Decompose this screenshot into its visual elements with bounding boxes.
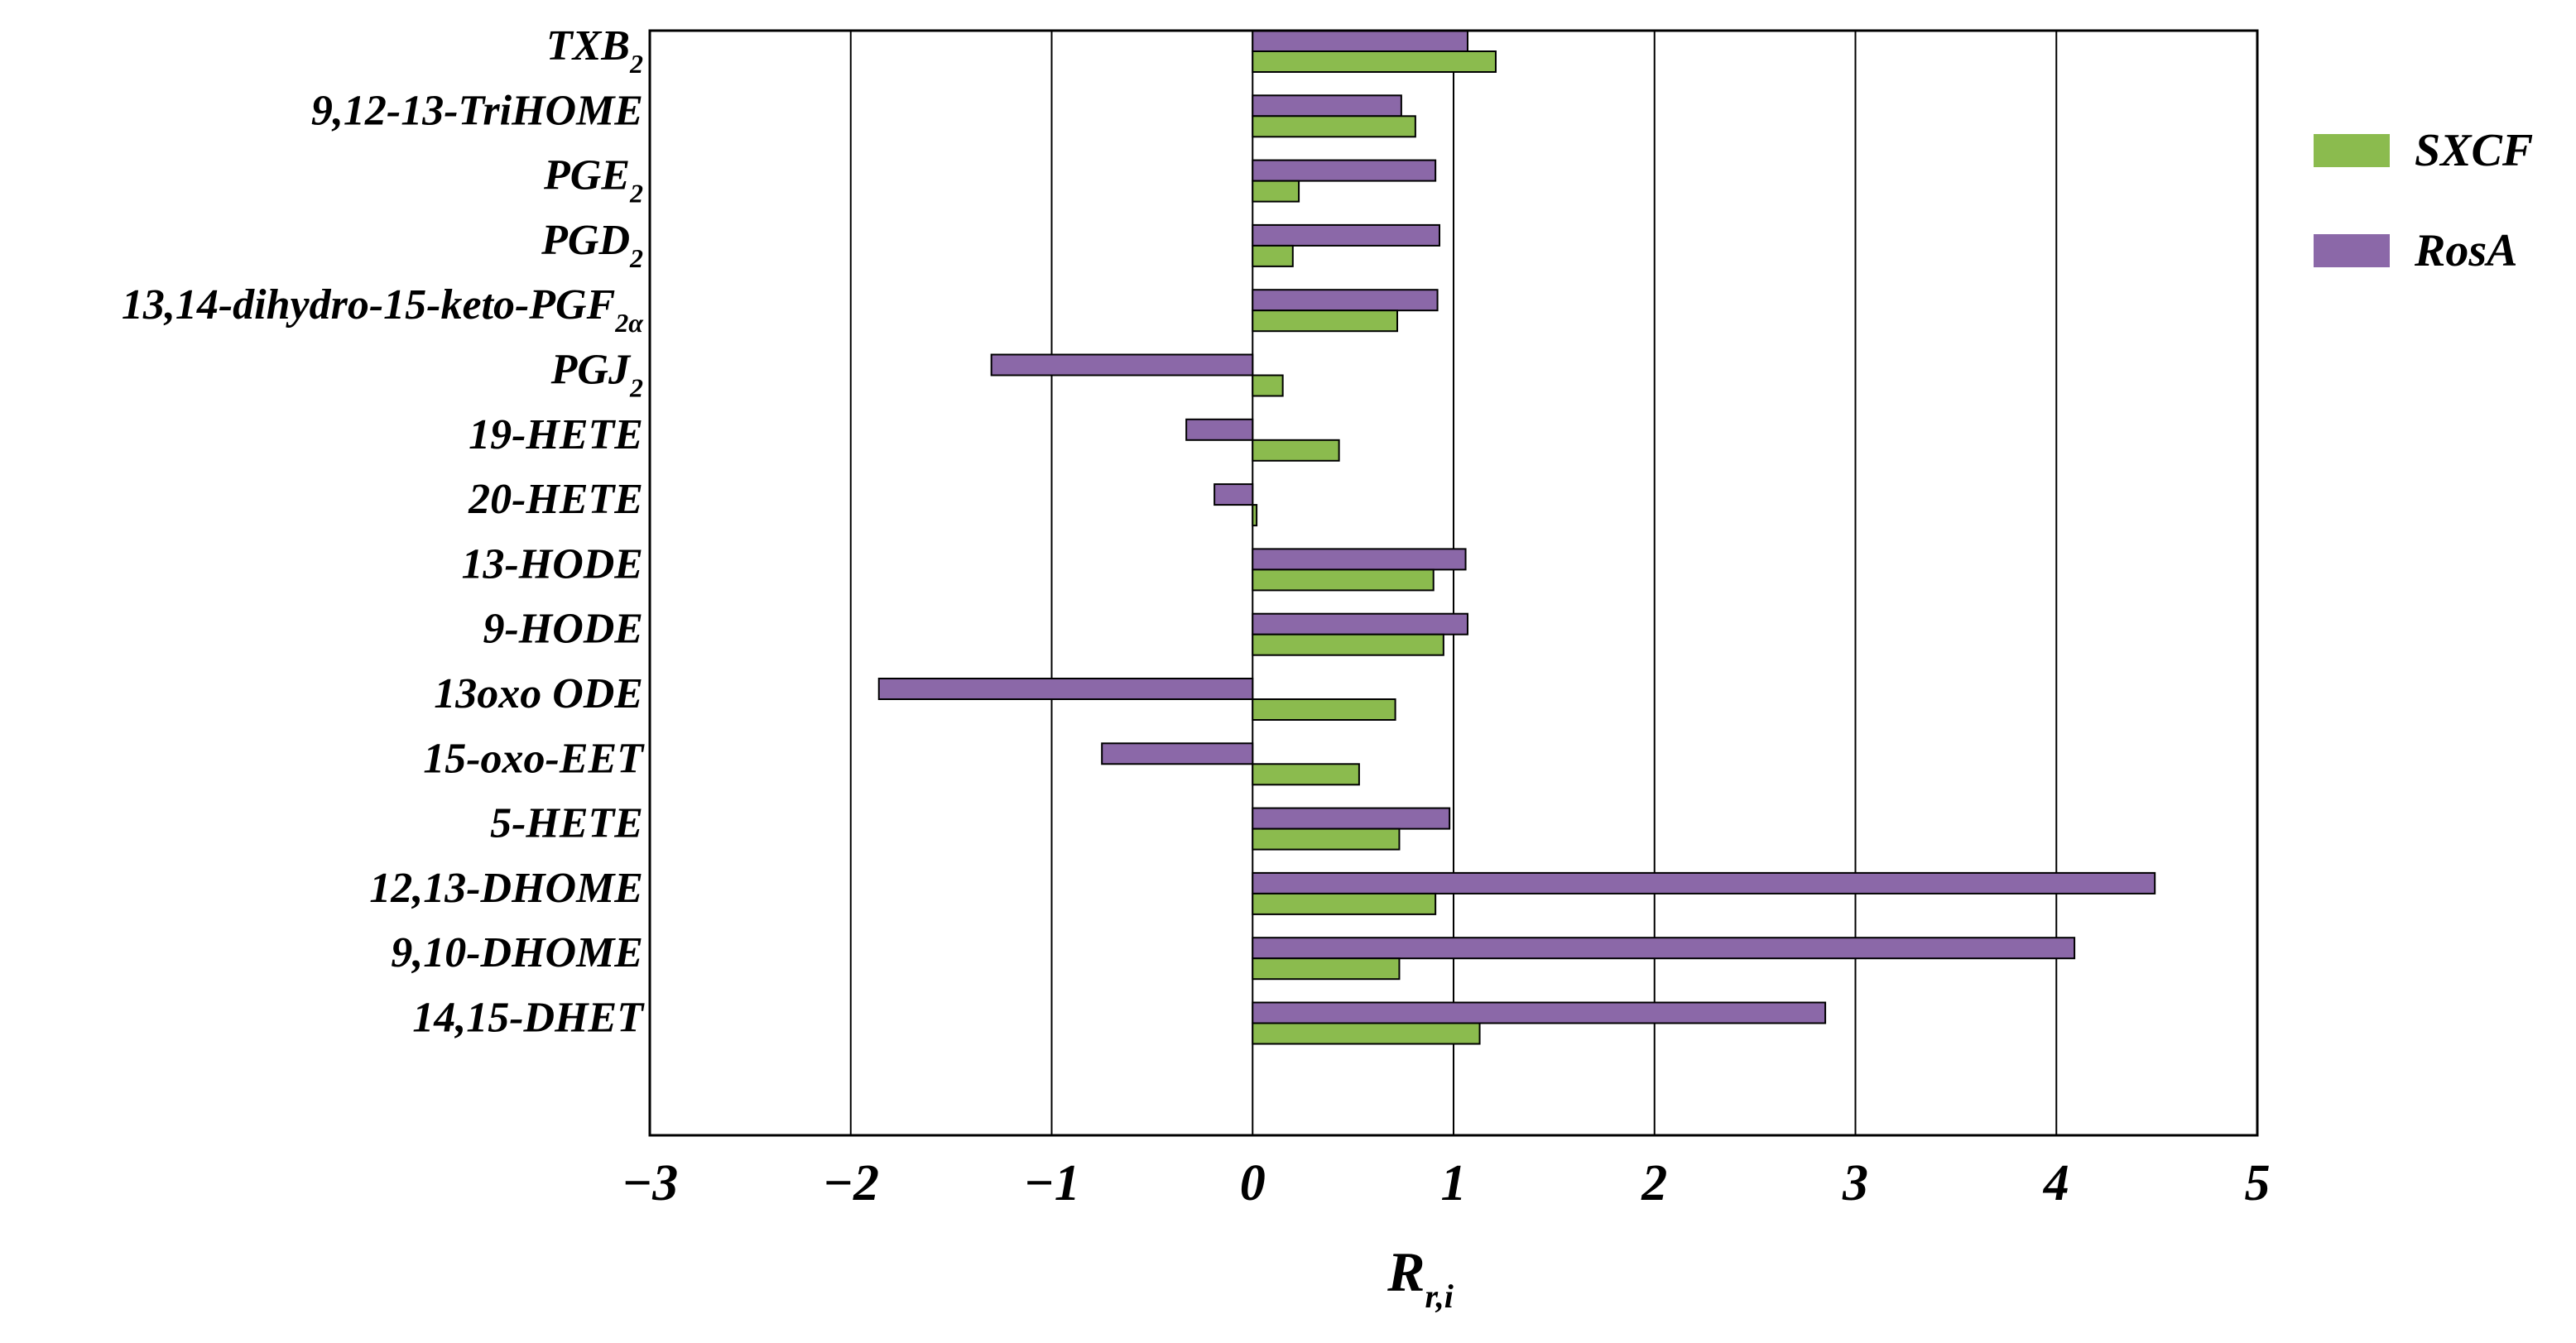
grid-lines bbox=[849, 31, 2058, 1135]
x-tick-label: −3 bbox=[622, 1155, 679, 1211]
category-label-main: 19-HETE bbox=[469, 411, 643, 458]
bar-sxcf bbox=[1252, 180, 1300, 203]
category-label: 19-HETE bbox=[469, 411, 643, 458]
category-label-main: 9,12-13-TriHOME bbox=[311, 87, 643, 134]
x-tick-label: 5 bbox=[2245, 1155, 2271, 1211]
category-label: PGJ2 bbox=[550, 347, 643, 403]
category-label-sub: 2α bbox=[614, 308, 644, 338]
bar-sxcf bbox=[1252, 244, 1294, 267]
bar-rosa bbox=[877, 678, 1254, 700]
bar-rosa bbox=[1101, 742, 1254, 765]
legend-swatch-rosa bbox=[2314, 234, 2390, 267]
bar-sxcf bbox=[1252, 1022, 1481, 1045]
bar-sxcf bbox=[1252, 892, 1437, 915]
x-tick-label: −1 bbox=[1023, 1155, 1080, 1211]
category-label: 20-HETE bbox=[468, 476, 643, 523]
bar-rosa bbox=[1252, 94, 1402, 118]
bar-sxcf bbox=[1252, 633, 1444, 656]
category-label-main: 15-oxo-EET bbox=[423, 735, 645, 782]
category-label-main: 13-HODE bbox=[461, 540, 643, 588]
category-label: 9,12-13-TriHOME bbox=[311, 87, 643, 134]
category-label-main: 12,13-DHOME bbox=[369, 865, 643, 912]
bar-rosa bbox=[1252, 548, 1467, 571]
category-label-main: 9-HODE bbox=[483, 606, 643, 653]
x-axis-label-main: R bbox=[1387, 1240, 1425, 1303]
bar-sxcf bbox=[1252, 698, 1396, 721]
category-label-main: 20-HETE bbox=[468, 476, 643, 523]
bar-sxcf bbox=[1252, 115, 1416, 138]
plot-frame bbox=[648, 29, 2259, 1137]
category-label-main: PGE bbox=[543, 152, 630, 199]
category-label-main: 14,15-DHET bbox=[412, 995, 645, 1042]
bar-rosa bbox=[1252, 612, 1468, 636]
bar-rosa bbox=[990, 353, 1254, 377]
category-label-main: 9,10-DHOME bbox=[391, 929, 643, 976]
x-tick-labels: −3 −2 −1 0 1 2 3 4 5 bbox=[622, 1155, 2271, 1211]
category-label: 13-HODE bbox=[461, 540, 643, 588]
x-tick-label: 1 bbox=[1441, 1155, 1467, 1211]
category-label: TXB2 bbox=[546, 22, 643, 79]
category-label-main: TXB bbox=[546, 22, 630, 70]
x-axis-label-sub: r,i bbox=[1425, 1278, 1453, 1315]
bar-sxcf bbox=[1252, 763, 1360, 786]
bar-series bbox=[877, 30, 2156, 1045]
bar-rosa bbox=[1252, 159, 1437, 182]
bar-rosa bbox=[1252, 223, 1441, 247]
bar-sxcf bbox=[1252, 568, 1435, 592]
bar-sxcf bbox=[1252, 439, 1340, 462]
x-tick-label: 0 bbox=[1240, 1155, 1266, 1211]
category-label: PGE2 bbox=[543, 152, 643, 209]
x-axis-label: Rr,i bbox=[1387, 1240, 1454, 1315]
bar-rosa bbox=[1185, 418, 1254, 441]
category-label: 12,13-DHOME bbox=[369, 865, 643, 912]
x-tick-label: 2 bbox=[1641, 1155, 1667, 1211]
bar-sxcf bbox=[1252, 50, 1497, 73]
category-label: 13,14-dihydro-15-keto-PGF2α bbox=[122, 281, 644, 338]
bar-rosa bbox=[1252, 937, 2076, 960]
x-tick-label: 4 bbox=[2043, 1155, 2069, 1211]
x-tick-label: −2 bbox=[822, 1155, 879, 1211]
x-tick-label: 3 bbox=[1842, 1155, 1868, 1211]
bar-rosa bbox=[1252, 871, 2156, 895]
legend-label-sxcf: SXCF bbox=[2415, 125, 2533, 176]
category-label-main: PGJ bbox=[550, 347, 632, 394]
bar-rosa bbox=[1252, 1001, 1827, 1024]
legend: SXCF RosA bbox=[2314, 125, 2533, 276]
bar-sxcf bbox=[1252, 504, 1258, 527]
category-label: 5-HETE bbox=[490, 800, 643, 847]
bar-sxcf bbox=[1252, 827, 1401, 851]
category-label-sub: 2 bbox=[629, 179, 643, 209]
category-label-sub: 2 bbox=[629, 373, 643, 403]
category-label-sub: 2 bbox=[629, 243, 643, 273]
category-label: 14,15-DHET bbox=[412, 995, 645, 1042]
category-labels: TXB29,12-13-TriHOMEPGE2PGD213,14-dihydro… bbox=[122, 22, 645, 1042]
bar-rosa bbox=[1214, 483, 1254, 506]
legend-swatch-sxcf bbox=[2314, 134, 2390, 167]
category-label-main: 13oxo ODE bbox=[434, 670, 643, 717]
bar-rosa bbox=[1252, 30, 1468, 52]
bar-rosa bbox=[1252, 289, 1439, 312]
bar-sxcf bbox=[1252, 957, 1401, 981]
category-label-main: 5-HETE bbox=[490, 800, 643, 847]
bar-sxcf bbox=[1252, 374, 1284, 397]
category-label: 15-oxo-EET bbox=[423, 735, 645, 782]
category-label-main: PGD bbox=[541, 217, 630, 264]
category-label-main: 13,14-dihydro-15-keto-PGF bbox=[122, 281, 615, 329]
bar-rosa bbox=[1252, 807, 1451, 830]
category-label: 9-HODE bbox=[483, 606, 643, 653]
category-label: PGD2 bbox=[541, 217, 643, 273]
bar-sxcf bbox=[1252, 309, 1399, 333]
legend-label-rosa: RosA bbox=[2414, 225, 2518, 276]
category-label: 13oxo ODE bbox=[434, 670, 643, 717]
category-label: 9,10-DHOME bbox=[391, 929, 643, 976]
category-label-sub: 2 bbox=[629, 49, 643, 79]
